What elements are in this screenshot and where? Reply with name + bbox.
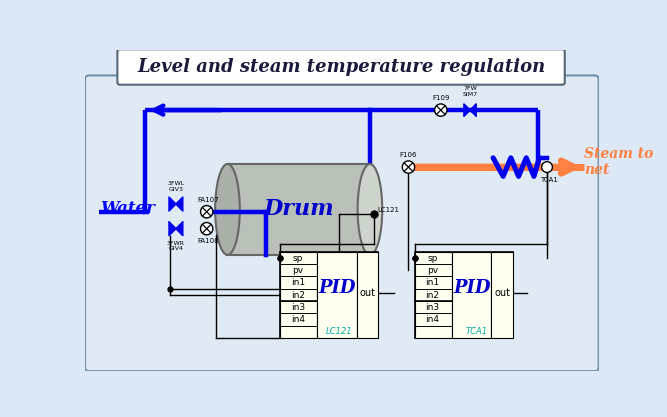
- Bar: [280, 252, 378, 338]
- Text: in2: in2: [291, 291, 305, 300]
- Text: in3: in3: [291, 303, 305, 312]
- Text: FA107: FA107: [197, 196, 219, 203]
- Text: TCA1: TCA1: [466, 327, 488, 336]
- Text: in1: in1: [426, 278, 440, 287]
- Bar: [357, 252, 378, 338]
- Bar: [415, 252, 513, 338]
- Circle shape: [201, 206, 213, 218]
- Text: in1: in1: [291, 278, 305, 287]
- Text: out: out: [360, 288, 376, 298]
- Text: Level and steam temperature regulation: Level and steam temperature regulation: [137, 58, 546, 76]
- Circle shape: [402, 161, 415, 173]
- Text: 3FWL
GIV3: 3FWL GIV3: [167, 181, 185, 192]
- FancyBboxPatch shape: [85, 75, 598, 371]
- Polygon shape: [176, 222, 183, 236]
- Polygon shape: [169, 197, 176, 211]
- Text: LC121: LC121: [326, 327, 353, 336]
- Polygon shape: [464, 104, 470, 116]
- Text: out: out: [494, 288, 510, 298]
- Text: in2: in2: [426, 291, 440, 300]
- Polygon shape: [176, 197, 183, 211]
- Text: in4: in4: [291, 315, 305, 324]
- Circle shape: [435, 104, 447, 116]
- Bar: [227, 164, 370, 255]
- Text: Water: Water: [99, 200, 155, 217]
- Text: PID: PID: [318, 279, 356, 297]
- Text: sp: sp: [428, 254, 438, 263]
- Bar: [415, 252, 452, 338]
- Ellipse shape: [215, 164, 240, 255]
- Text: pv: pv: [292, 266, 303, 275]
- Bar: [317, 252, 357, 338]
- Text: 7FW
SIM7: 7FW SIM7: [462, 86, 478, 97]
- Text: TCA1: TCA1: [540, 177, 558, 183]
- Text: Drum: Drum: [263, 198, 334, 221]
- Bar: [280, 252, 317, 338]
- FancyBboxPatch shape: [117, 49, 565, 85]
- Text: in3: in3: [426, 303, 440, 312]
- Bar: [452, 252, 492, 338]
- Polygon shape: [470, 104, 476, 116]
- Text: F109: F109: [432, 95, 450, 101]
- Bar: [492, 252, 513, 338]
- Text: in4: in4: [426, 315, 440, 324]
- Text: LC121: LC121: [378, 207, 400, 213]
- Text: PID: PID: [453, 279, 490, 297]
- Polygon shape: [169, 222, 176, 236]
- Ellipse shape: [358, 164, 382, 255]
- Circle shape: [201, 223, 213, 235]
- Text: Steam to
net: Steam to net: [584, 147, 654, 177]
- Circle shape: [542, 162, 552, 173]
- Text: 3FWR
GIV4: 3FWR GIV4: [167, 241, 185, 251]
- Text: sp: sp: [293, 254, 303, 263]
- Text: pv: pv: [427, 266, 438, 275]
- Text: F106: F106: [400, 152, 417, 158]
- Text: FA108: FA108: [197, 238, 219, 244]
